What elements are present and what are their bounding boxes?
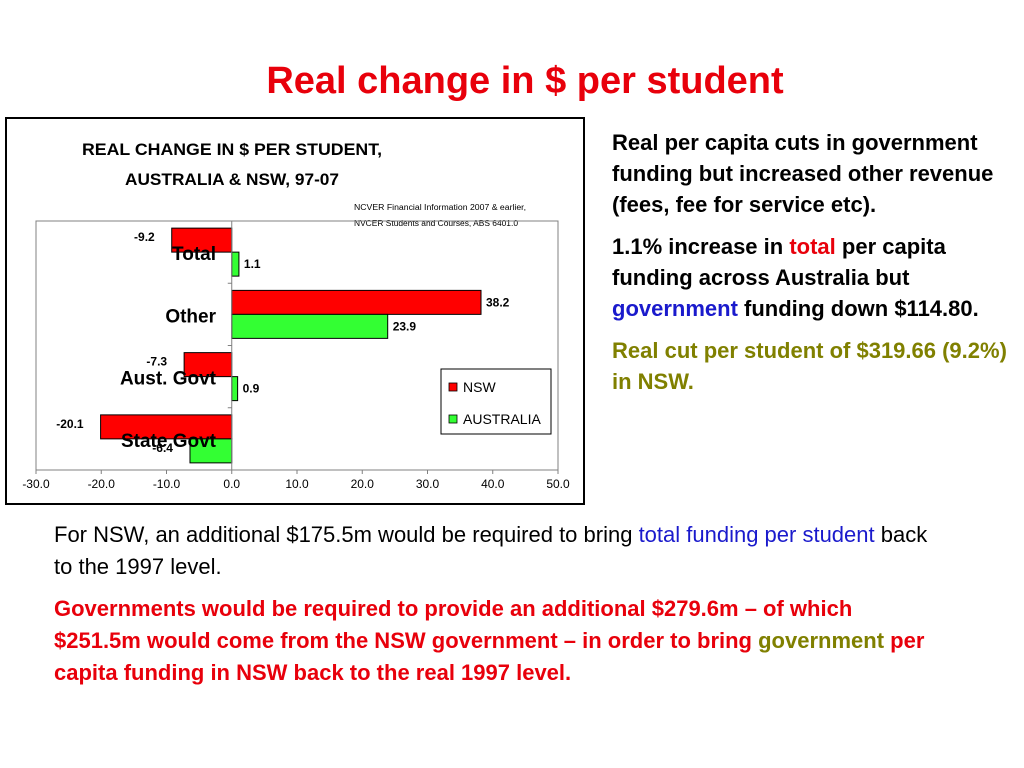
bar-state-govt-nsw [100,414,233,440]
x-tick-label: 0.0 [223,477,240,491]
legend-label-australia: AUSTRALIA [463,411,541,427]
right-para-3: Real cut per student of $319.66 (9.2%) i… [612,338,1007,394]
chart-title-line1: REAL CHANGE IN $ PER STUDENT, [82,140,382,159]
x-tick-label: -30.0 [22,477,50,491]
category-label-state-govt: State Govt [121,431,217,452]
bar-other-nsw [231,289,482,315]
bar-chart: REAL CHANGE IN $ PER STUDENT, AUSTRALIA … [22,140,570,491]
category-label-total: Total [172,244,216,265]
right-para-1: Real per capita cuts in government fundi… [612,130,994,217]
highlight-total-funding: total funding per student [638,522,875,547]
bottom-para-1: For NSW, an additional $175.5m would be … [54,522,928,579]
legend-swatch-australia [448,414,458,424]
data-label-other-nsw: 38.2 [486,295,510,309]
chart-title-line2: AUSTRALIA & NSW, 97-07 [125,170,339,189]
x-tick-label: 30.0 [416,477,440,491]
highlight-total: total [789,234,836,259]
x-tick-label: 20.0 [351,477,375,491]
x-tick-label: 50.0 [546,477,570,491]
bottom-para-2: Governments would be required to provide… [54,596,925,685]
x-tick-label: -10.0 [153,477,181,491]
bar-aust-govt-australia [231,376,239,402]
chart-source-line1: NCVER Financial Information 2007 & earli… [354,203,526,212]
legend-swatch-nsw [448,382,458,392]
category-label-aust-govt: Aust. Govt [120,369,217,390]
slide-title: Real change in $ per student [266,60,784,102]
data-label-total-nsw: -9.2 [134,230,155,244]
bottom-text-block: For NSW, an additional $175.5m would be … [54,519,934,699]
highlight-government-2: government [758,628,885,653]
data-label-state-govt-australia: -6.4 [152,441,173,455]
right-text-block: Real per capita cuts in government fundi… [612,127,1022,408]
category-label-other: Other [165,306,216,327]
x-tick-label: 40.0 [481,477,505,491]
x-tick-label: 10.0 [285,477,309,491]
bar-total-nsw [171,227,233,253]
data-label-state-govt-nsw: -20.1 [56,417,84,431]
chart-legend: NSW AUSTRALIA [440,368,552,435]
chart-frame: REAL CHANGE IN $ PER STUDENT, AUSTRALIA … [5,117,585,505]
bar-state-govt-australia [189,438,233,464]
bar-other-australia [231,313,389,339]
data-label-other-australia: 23.9 [393,319,417,333]
right-para-2: 1.1% increase in total per capita fundin… [612,234,979,321]
chart-source-line2: NVCER Students and Courses, ABS 6401.0 [354,219,519,228]
data-label-aust-govt-australia: 0.9 [243,382,260,396]
bar-total-australia [231,251,240,277]
data-label-aust-govt-nsw: -7.3 [146,355,167,369]
highlight-government: government [612,296,738,321]
data-label-total-australia: 1.1 [244,257,261,271]
legend-label-nsw: NSW [463,379,496,395]
x-tick-label: -20.0 [88,477,116,491]
